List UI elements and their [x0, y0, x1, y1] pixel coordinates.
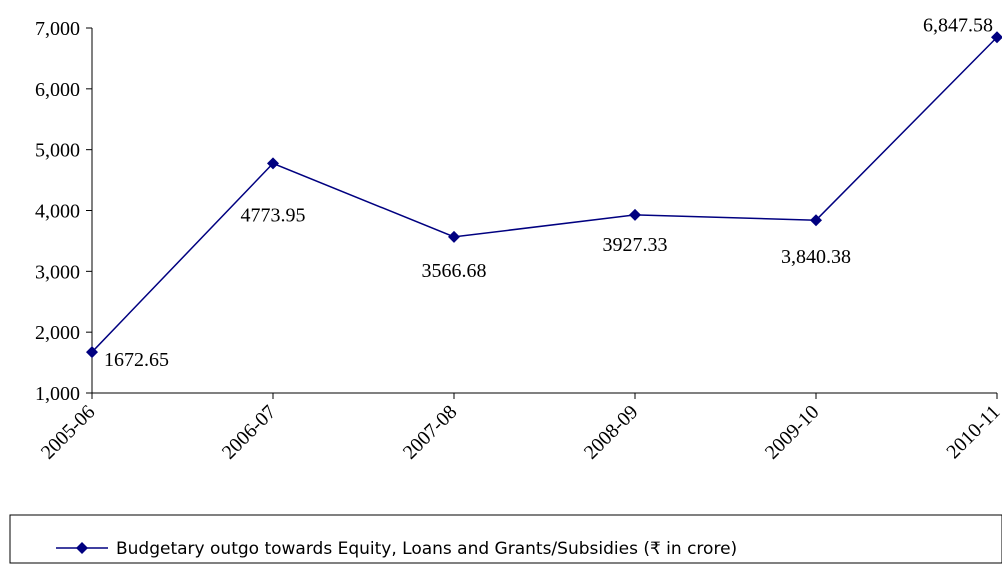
y-tick-label: 6,000 [35, 79, 80, 101]
point-marker [629, 208, 641, 221]
point-marker [86, 346, 98, 359]
y-tick-label: 2,000 [35, 322, 80, 344]
point-marker [810, 214, 822, 227]
data-label: 3,840.38 [781, 246, 851, 268]
y-tick-label: 1,000 [35, 383, 80, 405]
x-tick-label: 2010-11 [942, 401, 1002, 463]
y-tick-label: 4,000 [35, 201, 80, 223]
y-tick-label: 5,000 [35, 140, 80, 162]
data-label: 3927.33 [603, 234, 668, 256]
point-marker [448, 230, 460, 243]
x-tick-label: 2005-06 [37, 401, 100, 464]
y-tick-label: 7,000 [35, 18, 80, 40]
legend-box [9, 514, 1002, 564]
legend-label: Budgetary outgo towards Equity, Loans an… [116, 539, 737, 559]
y-tick-label: 3,000 [35, 261, 80, 283]
data-label: 6,847.58 [923, 14, 993, 36]
point-marker [991, 31, 1002, 44]
data-label: 3566.68 [422, 260, 487, 282]
series-line [91, 36, 998, 353]
data-label: 4773.95 [241, 204, 306, 226]
x-tick-label: 2007-08 [399, 401, 462, 464]
x-tick-label: 2008-09 [580, 401, 643, 464]
point-marker [267, 157, 279, 170]
x-tick-label: 2009-10 [761, 401, 824, 464]
data-label: 1672.65 [104, 349, 169, 371]
legend-marker [76, 542, 88, 554]
x-tick-label: 2006-07 [218, 401, 281, 464]
